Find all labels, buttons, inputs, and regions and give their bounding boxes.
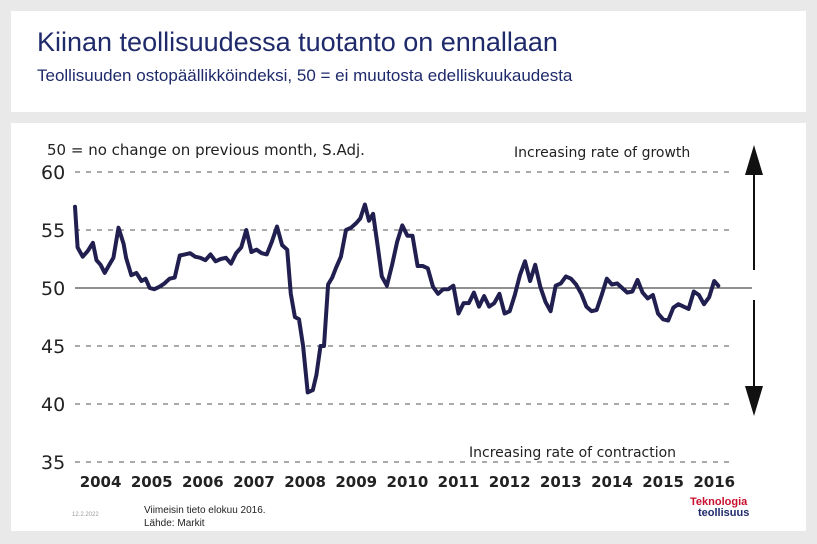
x-tick-label: 2011 (438, 473, 480, 491)
logo-line1: Teknologia (690, 496, 748, 508)
x-tick-label: 2005 (131, 473, 173, 491)
y-tick-label: 50 (41, 278, 65, 300)
x-tick-label: 2012 (489, 473, 531, 491)
footer-date: 12.2.2022 (72, 512, 99, 518)
x-tick-label: 2015 (642, 473, 684, 491)
y-tick-label: 40 (41, 394, 65, 416)
teknologiateollisuus-logo: Teknologia teollisuus (690, 497, 749, 519)
growth-arrow-head (745, 145, 763, 175)
y-tick-label: 55 (41, 220, 65, 242)
annotation-contraction: Increasing rate of contraction (469, 445, 676, 461)
annotation-growth: Increasing rate of growth (514, 145, 690, 161)
x-tick-label: 2004 (80, 473, 122, 491)
y-tick-label: 45 (41, 336, 65, 358)
series-line-pmi (73, 202, 721, 395)
contraction-arrow-head (745, 386, 763, 416)
x-tick-label: 2013 (540, 473, 582, 491)
y-tick-label: 35 (41, 452, 65, 474)
chart-panel (11, 123, 806, 531)
slide-subtitle: Teollisuuden ostopäällikköindeksi, 50 = … (37, 66, 573, 85)
logo-line2: teollisuus (698, 507, 750, 519)
y-tick-label: 60 (41, 162, 65, 184)
footer-note-source: Lähde: Markit (144, 518, 205, 529)
chart-title: 50 = no change on previous month, S.Adj. (47, 141, 365, 159)
x-tick-label: 2014 (591, 473, 633, 491)
header-panel (11, 11, 806, 112)
x-tick-label: 2006 (182, 473, 224, 491)
slide-title: Kiinan teollisuudessa tuotanto on ennall… (37, 27, 558, 57)
footer-note-latest: Viimeisin tieto elokuu 2016. (144, 505, 266, 516)
x-tick-label: 2016 (693, 473, 735, 491)
x-tick-label: 2007 (233, 473, 275, 491)
x-tick-label: 2009 (335, 473, 377, 491)
x-tick-label: 2010 (387, 473, 429, 491)
footer-note: Viimeisin tieto elokuu 2016. Lähde: Mark… (144, 504, 266, 530)
x-tick-label: 2008 (284, 473, 326, 491)
